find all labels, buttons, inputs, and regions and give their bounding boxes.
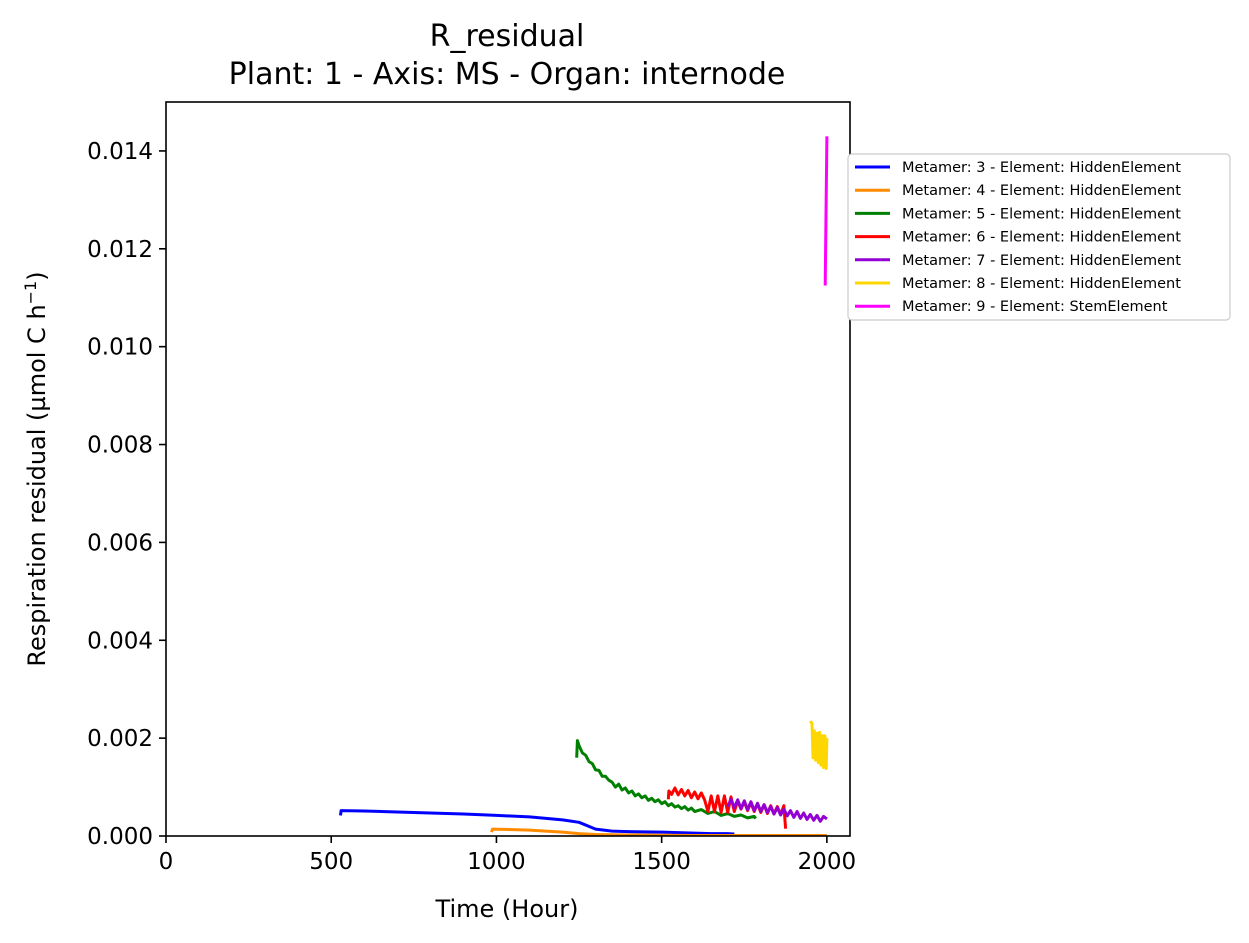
series-line-6 (809, 720, 829, 770)
y-tick-label: 0.002 (87, 726, 153, 752)
legend-frame (847, 153, 1231, 321)
legend-label-6: Metamer: 8 - Element: HiddenElement (902, 276, 1181, 292)
legend-label-7: Metamer: 9 - Element: StemElement (902, 299, 1168, 315)
legend-label-2: Metamer: 4 - Element: HiddenElement (902, 183, 1181, 199)
legend-label-3: Metamer: 5 - Element: HiddenElement (902, 206, 1181, 222)
series-line-3 (575, 739, 757, 820)
x-tick-label: 2000 (798, 849, 857, 875)
plot-frame (165, 101, 851, 837)
x-axis-label: Time (Hour) (435, 895, 579, 923)
y-axis-label-main: Respiration residual (µmol C h (23, 304, 51, 666)
series-line-1 (339, 809, 735, 836)
x-tick-label: 1500 (632, 849, 691, 875)
legend-label-1: Metamer: 3 - Element: HiddenElement (902, 160, 1181, 176)
y-tick-label: 0.012 (87, 237, 153, 263)
x-axis-ticks: 0 500 1000 1500 2000 (159, 836, 856, 875)
x-tick-label: 500 (309, 849, 353, 875)
y-tick-label: 0.010 (87, 335, 153, 361)
legend: Metamer: 3 - Element: HiddenElement Metam… (847, 153, 1231, 321)
chart-title: R_residual (430, 19, 585, 54)
series-layer (339, 136, 829, 836)
y-axis-label-exponent: −1 (21, 281, 40, 305)
x-tick-label: 0 (159, 849, 174, 875)
series-line-7 (823, 136, 829, 286)
x-tick-label: 1000 (467, 849, 526, 875)
y-tick-label: 0.014 (87, 139, 153, 165)
chart-subtitle: Plant: 1 - Axis: MS - Organ: internode (229, 57, 786, 92)
series-line-5 (726, 797, 828, 823)
y-axis-ticks: 0.000 0.002 0.004 0.006 0.008 0.010 0.012 0.014 (87, 139, 166, 850)
legend-label-4: Metamer: 6 - Element: HiddenElement (902, 230, 1181, 246)
y-tick-label: 0.008 (87, 433, 153, 459)
y-axis-label: Respiration residual (µmol C h−1) (21, 271, 51, 666)
y-tick-label: 0.004 (87, 628, 153, 654)
y-axis-label-close: ) (23, 271, 51, 280)
y-tick-label: 0.000 (87, 824, 153, 850)
y-tick-label: 0.006 (87, 530, 153, 556)
legend-label-5: Metamer: 7 - Element: HiddenElement (902, 253, 1181, 269)
